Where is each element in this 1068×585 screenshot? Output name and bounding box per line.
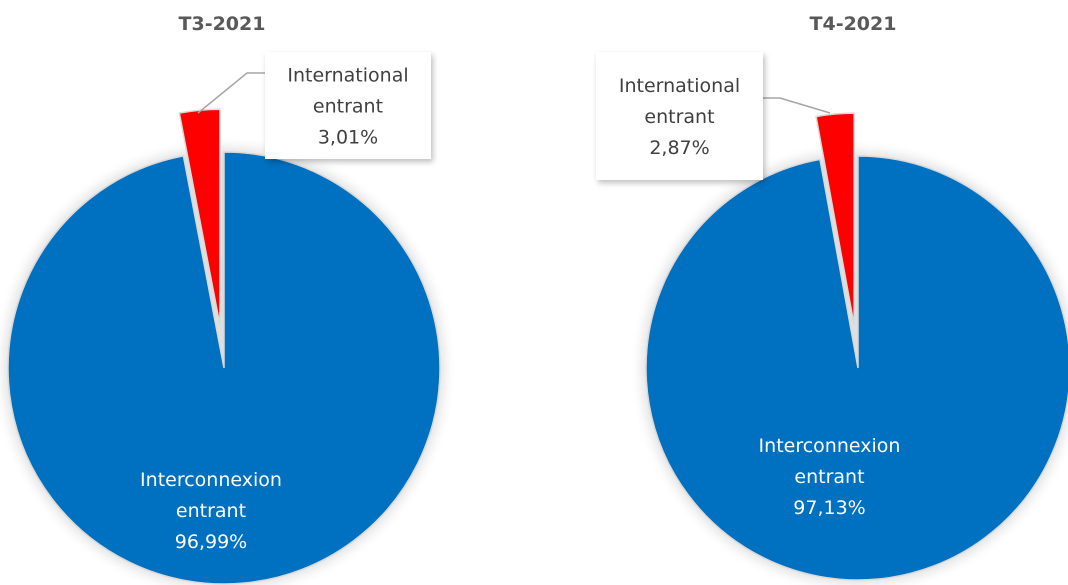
data-label-category: Interconnexion (759, 435, 901, 457)
data-label-value: 3,01% (318, 127, 378, 149)
data-label-category: International (287, 65, 408, 87)
data-label-category: entrant (644, 106, 714, 128)
label-box (265, 52, 431, 159)
data-label-value: 97,13% (793, 497, 865, 519)
data-label-value: 96,99% (175, 531, 247, 553)
data-label-category: entrant (313, 96, 383, 118)
data-label-category: International (619, 75, 740, 97)
data-label-value: 2,87% (649, 137, 709, 159)
label-box (596, 52, 763, 180)
chart-t3-2021: T3-2021 Interconnexion entrant 96,99% Intern… (4, 13, 444, 585)
data-label: International entrant 3,01% (287, 65, 408, 149)
data-label-category: entrant (794, 466, 864, 488)
data-label-category: entrant (176, 500, 246, 522)
pie-slice-international-entrant (178, 108, 221, 326)
leader-line (763, 97, 831, 114)
data-label: Interconnexion entrant 96,99% (140, 469, 282, 553)
data-label: Interconnexion entrant 97,13% (759, 435, 901, 519)
pie-slice-interconnexion-entrant (645, 155, 1068, 581)
pie-slice-interconnexion-entrant (7, 151, 441, 585)
data-label: International entrant 2,87% (619, 75, 740, 159)
pie-slice-international-entrant (815, 112, 855, 326)
data-label-category: Interconnexion (140, 469, 282, 491)
chart-t4-2021: T4-2021 Interconnexion entrant 97,13% Intern… (596, 13, 1068, 584)
chart-title: T3-2021 (179, 13, 266, 35)
leader-line (197, 72, 265, 114)
chart-title: T4-2021 (810, 13, 897, 35)
